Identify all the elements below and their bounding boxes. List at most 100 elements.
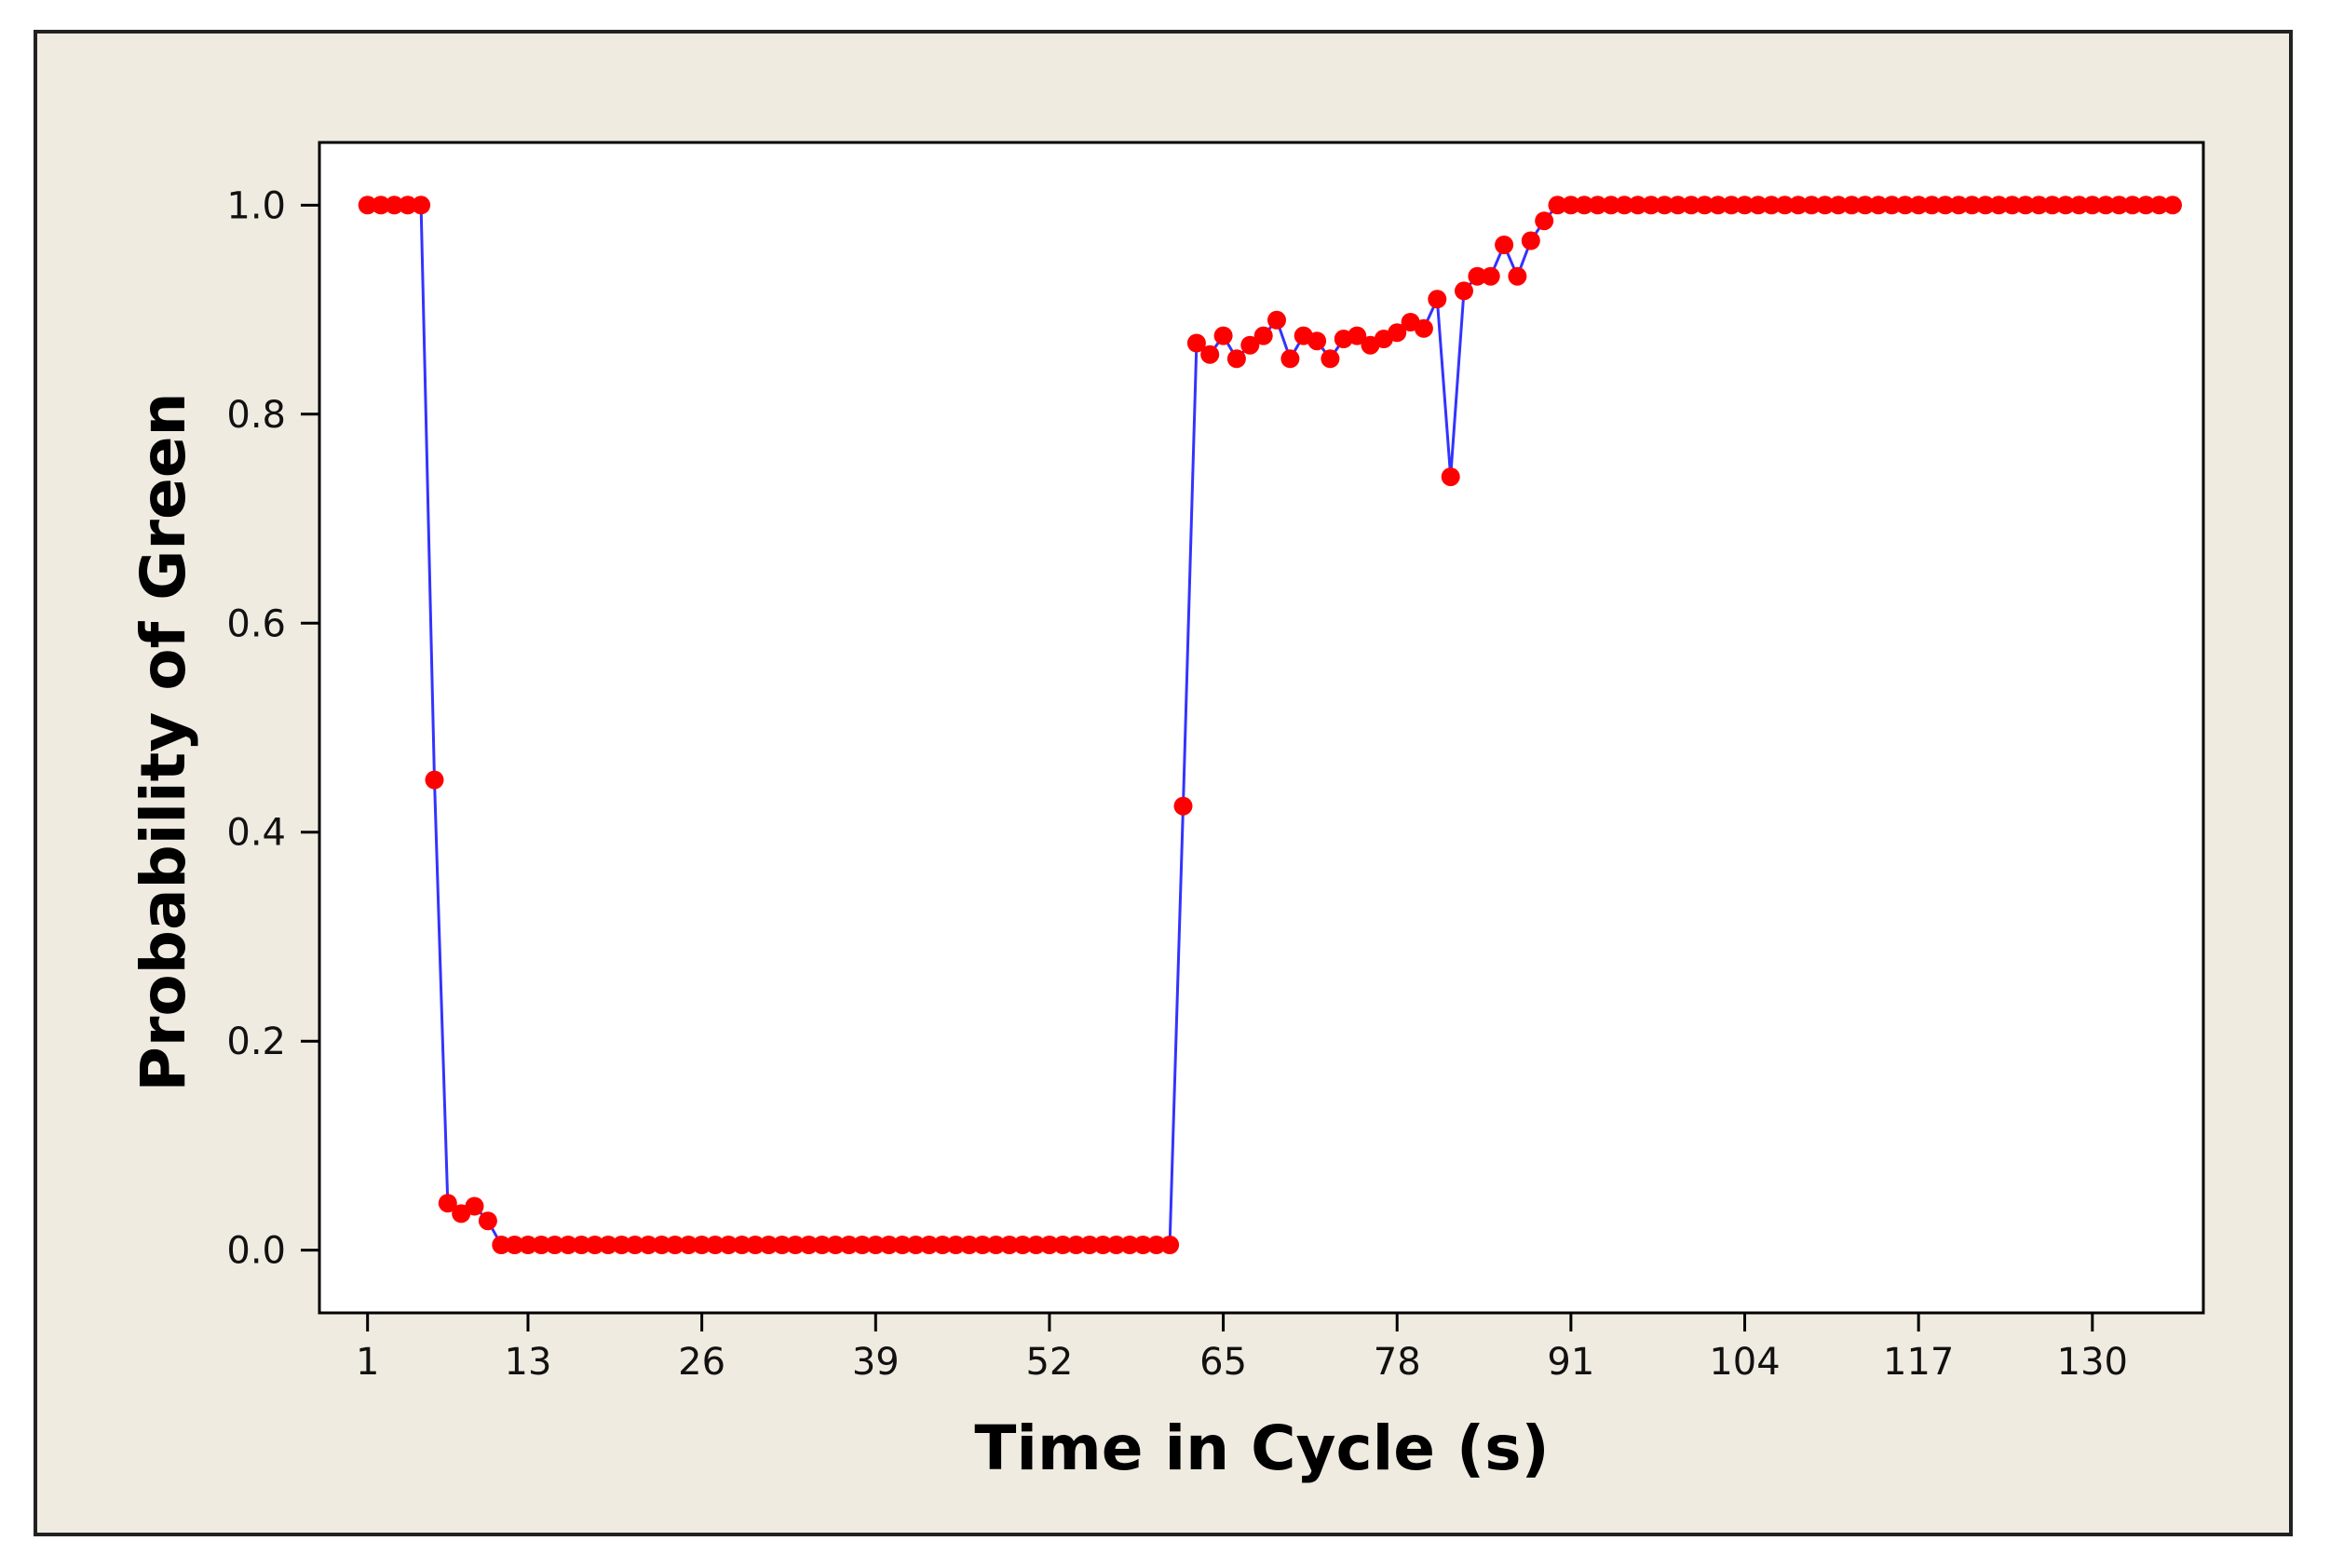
data-point bbox=[2016, 196, 2035, 215]
data-point bbox=[612, 1236, 631, 1254]
data-point bbox=[1748, 196, 1768, 215]
x-tick-label: 65 bbox=[1199, 1341, 1247, 1384]
data-point bbox=[1869, 196, 1889, 215]
data-point bbox=[866, 1236, 886, 1254]
data-point bbox=[532, 1236, 551, 1254]
data-point bbox=[732, 1236, 752, 1254]
data-point bbox=[639, 1236, 658, 1254]
data-point bbox=[2082, 196, 2102, 215]
data-point bbox=[1655, 196, 1674, 215]
data-point bbox=[372, 196, 390, 215]
data-point bbox=[999, 1236, 1019, 1254]
data-point bbox=[559, 1236, 578, 1254]
data-point bbox=[1949, 196, 1969, 215]
data-point bbox=[1146, 1236, 1166, 1254]
data-point bbox=[1909, 196, 1929, 215]
data-point bbox=[1602, 196, 1620, 215]
data-point bbox=[2056, 196, 2076, 215]
data-point bbox=[1935, 196, 1955, 215]
y-axis-ticks: 0.0 0.2 0.4 0.6 0.8 1.0 bbox=[226, 184, 319, 1273]
data-point bbox=[1561, 196, 1580, 215]
data-point bbox=[1481, 266, 1500, 286]
data-point bbox=[1762, 196, 1781, 215]
data-point bbox=[2122, 196, 2142, 215]
data-point bbox=[1508, 266, 1527, 286]
data-point bbox=[759, 1236, 779, 1254]
data-point bbox=[545, 1236, 564, 1254]
x-axis-title: Time in Cycle (s) bbox=[974, 1413, 1549, 1484]
x-tick-label: 39 bbox=[852, 1341, 900, 1384]
y-tick-label: 0.0 bbox=[226, 1230, 286, 1273]
data-point bbox=[973, 1236, 993, 1254]
data-point bbox=[1976, 196, 1995, 215]
data-point bbox=[1428, 290, 1447, 309]
data-point bbox=[1708, 196, 1727, 215]
data-point bbox=[2096, 196, 2116, 215]
x-axis-ticks: 1 13 26 39 52 65 78 91 104 117 130 bbox=[356, 1313, 2128, 1384]
data-point bbox=[1200, 345, 1220, 364]
data-point bbox=[2029, 196, 2049, 215]
data-point bbox=[1735, 196, 1754, 215]
data-point bbox=[652, 1236, 671, 1254]
data-point bbox=[412, 196, 431, 215]
data-point bbox=[1668, 196, 1687, 215]
data-point bbox=[1642, 196, 1660, 215]
data-point bbox=[358, 196, 377, 215]
data-point bbox=[1722, 196, 1741, 215]
series-point-group bbox=[358, 196, 2182, 1254]
data-point bbox=[2109, 196, 2129, 215]
data-point bbox=[1882, 196, 1902, 215]
data-point bbox=[1962, 196, 1982, 215]
data-point bbox=[2163, 196, 2182, 215]
x-tick-label: 130 bbox=[2057, 1341, 2128, 1384]
data-point bbox=[1989, 196, 2009, 215]
data-point bbox=[1855, 196, 1875, 215]
data-point bbox=[1628, 196, 1647, 215]
data-point bbox=[1695, 196, 1714, 215]
data-point bbox=[1815, 196, 1835, 215]
x-tick-label: 26 bbox=[678, 1341, 725, 1384]
data-point bbox=[385, 196, 404, 215]
data-point bbox=[1441, 467, 1460, 487]
data-point bbox=[679, 1236, 698, 1254]
data-point bbox=[1280, 349, 1300, 369]
x-tick-label: 1 bbox=[356, 1341, 379, 1384]
data-point bbox=[398, 196, 417, 215]
data-point bbox=[879, 1236, 899, 1254]
data-point bbox=[1829, 196, 1848, 215]
data-point bbox=[946, 1236, 966, 1254]
data-point bbox=[893, 1236, 912, 1254]
data-point bbox=[1066, 1236, 1086, 1254]
data-point bbox=[1160, 1236, 1180, 1254]
y-tick-label: 0.6 bbox=[226, 602, 286, 645]
data-point bbox=[519, 1236, 537, 1254]
data-point bbox=[478, 1211, 497, 1231]
data-point bbox=[1039, 1236, 1059, 1254]
data-point bbox=[2002, 196, 2022, 215]
data-point bbox=[1106, 1236, 1126, 1254]
data-point bbox=[1133, 1236, 1153, 1254]
data-point bbox=[692, 1236, 711, 1254]
x-tick-label: 91 bbox=[1547, 1341, 1594, 1384]
data-point bbox=[438, 1194, 457, 1213]
data-point bbox=[919, 1236, 939, 1254]
data-point bbox=[933, 1236, 953, 1254]
data-point bbox=[1789, 196, 1808, 215]
data-point bbox=[906, 1236, 926, 1254]
data-point bbox=[1615, 196, 1634, 215]
data-point bbox=[2069, 196, 2089, 215]
data-point bbox=[1682, 196, 1701, 215]
plot-area bbox=[318, 141, 2205, 1315]
data-point bbox=[585, 1236, 604, 1254]
x-tick-label: 104 bbox=[1709, 1341, 1780, 1384]
data-point bbox=[1093, 1236, 1113, 1254]
data-point bbox=[1922, 196, 1942, 215]
data-point bbox=[746, 1236, 765, 1254]
data-point bbox=[1468, 266, 1487, 286]
data-point bbox=[1267, 310, 1286, 330]
data-point bbox=[786, 1236, 806, 1254]
data-point bbox=[986, 1236, 1006, 1254]
data-point bbox=[706, 1236, 725, 1254]
data-point bbox=[492, 1236, 511, 1254]
